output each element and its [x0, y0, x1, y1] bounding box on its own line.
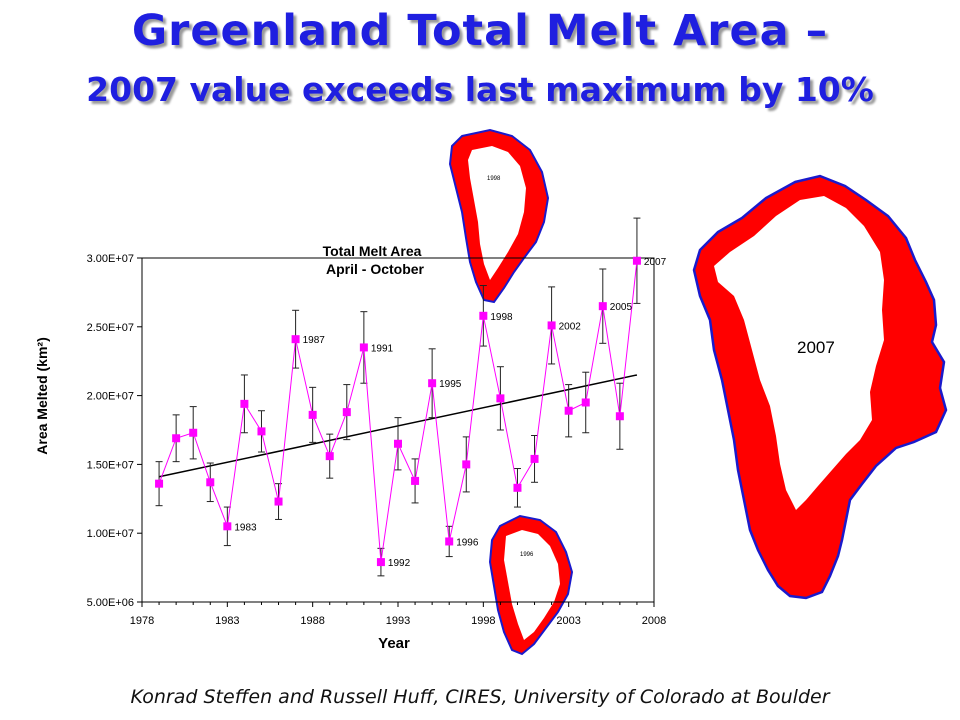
data-point — [411, 476, 420, 485]
chart-title: Total Melt Area — [323, 243, 422, 259]
credit-line: Konrad Steffen and Russell Huff, CIRES, … — [130, 686, 830, 708]
data-point — [359, 343, 368, 352]
data-point — [479, 311, 488, 320]
data-label: 1998 — [490, 312, 513, 323]
data-point — [462, 460, 471, 469]
map-1996-label: 1996 — [520, 552, 534, 558]
x-tick-label: 1993 — [386, 615, 410, 627]
y-tick-label: 2.50E+07 — [87, 322, 134, 334]
data-point — [257, 427, 266, 436]
x-axis-label: Year — [378, 635, 410, 652]
data-point — [615, 412, 624, 421]
map-1996-ice-sheet — [504, 530, 560, 640]
chart-axes: 5.00E+06 1.00E+07 1.50E+07 2.00E+07 2.50E+07… — [87, 253, 667, 627]
data-point — [325, 452, 334, 461]
data-point — [274, 497, 283, 506]
data-label: 1992 — [388, 558, 411, 569]
data-point — [496, 394, 505, 403]
x-tick-label: 1988 — [300, 615, 324, 627]
y-tick-label: 5.00E+06 — [87, 597, 134, 609]
data-point — [291, 335, 300, 344]
data-point — [513, 483, 522, 492]
data-point — [376, 558, 385, 567]
slide-title: Greenland Total Melt Area – — [131, 6, 829, 56]
chart-subtitle: April - October — [326, 261, 425, 277]
map-1998-label: 1998 — [487, 176, 501, 182]
data-point — [308, 410, 317, 419]
x-tick-label: 1998 — [471, 615, 495, 627]
data-point — [530, 454, 539, 463]
data-point — [342, 408, 351, 417]
data-point — [172, 434, 181, 443]
data-label: 1996 — [456, 537, 479, 548]
data-label: 2002 — [559, 321, 582, 332]
x-tick-label: 2008 — [642, 615, 666, 627]
data-point — [547, 321, 556, 330]
data-point — [240, 399, 249, 408]
y-tick-label: 3.00E+07 — [87, 253, 134, 265]
data-point — [189, 428, 198, 437]
data-label: 1983 — [234, 522, 257, 533]
map-1998-ice-sheet — [468, 146, 526, 280]
data-point — [581, 398, 590, 407]
x-tick-label: 2003 — [556, 615, 580, 627]
data-point — [394, 439, 402, 448]
data-label: 1995 — [439, 379, 462, 390]
data-label: 1991 — [371, 343, 394, 354]
map-2007-ice-sheet — [714, 196, 884, 510]
data-point — [428, 379, 437, 388]
data-label: 2005 — [610, 302, 633, 313]
data-label: 2007 — [644, 257, 667, 268]
data-point — [206, 478, 215, 487]
greenland-map-2007: 2007 — [692, 174, 948, 600]
y-axis-label: Area Melted (km²) — [34, 337, 50, 454]
annotation-layer: 1983 1987 1991 1992 1995 1996 1998 2002 2005 2007 — [234, 257, 666, 569]
data-label: 1987 — [303, 335, 326, 346]
data-point — [155, 479, 164, 488]
series-layer — [155, 217, 641, 577]
greenland-map-1998: 1998 — [448, 128, 550, 304]
data-point — [564, 406, 573, 415]
greenland-map-1996: 1996 — [488, 514, 574, 656]
data-point — [445, 537, 454, 546]
y-tick-label: 1.50E+07 — [87, 459, 134, 471]
map-2007-label: 2007 — [797, 338, 835, 357]
data-point — [223, 522, 232, 531]
data-point — [598, 302, 607, 311]
x-tick-label: 1978 — [130, 615, 154, 627]
y-tick-label: 2.00E+07 — [87, 391, 134, 403]
melt-area-chart: 5.00E+06 1.00E+07 1.50E+07 2.00E+07 2.50E+07… — [34, 217, 667, 652]
x-tick-label: 1983 — [215, 615, 239, 627]
data-point — [632, 256, 641, 265]
y-tick-label: 1.00E+07 — [87, 528, 134, 540]
slide-subtitle: 2007 value exceeds last maximum by 10% — [86, 70, 874, 109]
